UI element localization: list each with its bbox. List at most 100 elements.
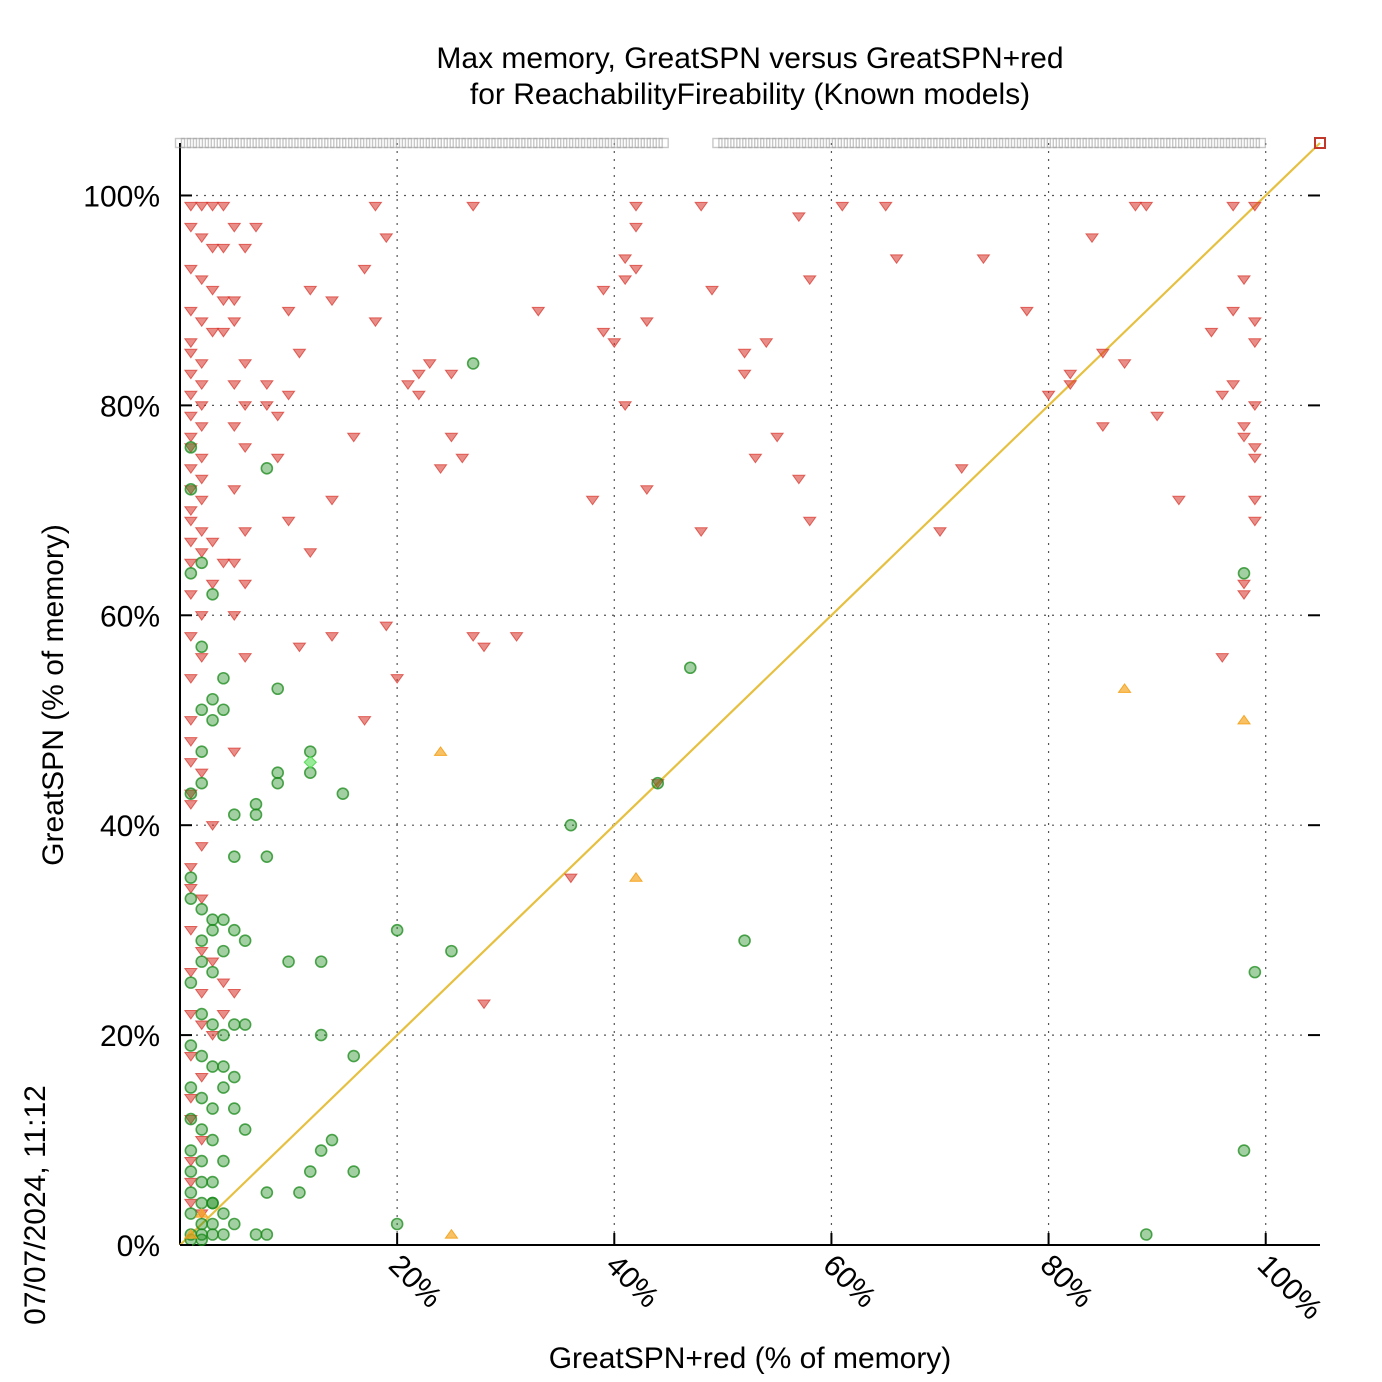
data-point-triangle-down (194, 894, 209, 905)
overflow-square (760, 137, 771, 149)
data-point-triangle-down (379, 233, 394, 244)
overflow-square (371, 137, 383, 149)
overflow-square (658, 137, 669, 149)
data-point-triangle-down (216, 978, 231, 989)
data-point-triangle-down (596, 327, 611, 338)
data-point-circle (206, 692, 219, 706)
data-point-circle (314, 1144, 328, 1157)
overflow-square (622, 137, 634, 149)
overflow-square (216, 137, 228, 149)
data-point-triangle-down (227, 989, 242, 999)
data-point-triangle-down (194, 422, 209, 433)
overflow-square (1249, 137, 1261, 149)
data-point-triangle-down (216, 558, 231, 569)
data-point-circle (206, 587, 219, 601)
data-point-circle (282, 955, 295, 968)
data-point-triangle-down (194, 842, 209, 852)
data-point-circle (195, 955, 209, 968)
data-point-circle (238, 1018, 252, 1031)
data-point-triangle-down (194, 1020, 209, 1031)
data-point-triangle-down (802, 275, 817, 286)
overflow-square (252, 137, 263, 149)
data-point-circle (184, 1165, 198, 1178)
data-point-triangle-down (1247, 516, 1262, 527)
data-point-triangle-down (205, 957, 220, 968)
overflow-square (712, 137, 723, 149)
data-point-circle (347, 1049, 361, 1063)
overflow-square (491, 137, 502, 149)
overflow-square (1189, 137, 1201, 149)
overflow-square (586, 137, 598, 149)
data-point-circle (260, 462, 274, 475)
data-point-circle (217, 944, 230, 958)
data-point-triangle-down (205, 243, 220, 254)
data-point-triangle-down (976, 254, 991, 265)
data-point-triangle-down (183, 506, 198, 516)
overflow-square (986, 137, 998, 149)
overflow-square (342, 137, 353, 149)
data-point-circle (271, 682, 285, 696)
overflow-square (479, 137, 490, 149)
overflow-square (867, 137, 878, 149)
data-point-circle (238, 934, 252, 947)
x-tick-label: 20% (382, 1249, 448, 1315)
y-tick-label: 60% (100, 600, 160, 633)
data-point-circle (238, 1123, 252, 1136)
data-point-triangle-down (1237, 275, 1251, 286)
axis-ticks: 20% 40% 60% 80% 100% 0% 20% 40% 60% 80% 100% (83, 180, 1328, 1326)
overflow-square (634, 137, 645, 149)
overflow-square (389, 137, 401, 149)
data-point-triangle-down (1095, 348, 1110, 359)
data-point-triangle-down (737, 348, 752, 359)
data-point-triangle-down (238, 243, 253, 254)
overflow-square (1172, 137, 1183, 149)
data-point-circle (260, 850, 274, 863)
data-point-circle (195, 1007, 209, 1021)
overflow-square (1070, 137, 1081, 149)
data-point-circle (195, 1175, 209, 1189)
data-point-triangle-down (194, 275, 209, 286)
overflow-square (855, 137, 866, 149)
overflow-square (449, 137, 460, 149)
data-point-triangle-down (183, 674, 198, 684)
data-point-circle (738, 934, 751, 947)
data-point-circle (249, 797, 263, 811)
data-point-triangle-down (770, 432, 785, 443)
overflow-square (1207, 137, 1219, 149)
data-point-triangle-down (422, 359, 437, 370)
data-point-triangle-down (194, 611, 209, 621)
overflow-marker-row (174, 137, 1267, 149)
data-point-triangle-down (227, 485, 242, 496)
data-point-triangle-up (194, 1207, 209, 1218)
overflow-square (246, 137, 257, 149)
data-point-triangle-down (368, 317, 383, 328)
data-point-circle (1139, 1228, 1153, 1241)
data-point-triangle-down (183, 716, 198, 726)
data-point-circle (227, 1018, 241, 1031)
data-point-triangle-down (1063, 380, 1078, 391)
data-point-triangle-down (1117, 359, 1132, 370)
data-point-triangle-down (216, 201, 231, 212)
overflow-square (843, 137, 854, 149)
overflow-square (1243, 137, 1255, 149)
data-point-circle (206, 1175, 219, 1189)
data-point-circle (303, 1165, 317, 1178)
data-point-triangle-down (1247, 453, 1262, 464)
data-point-circle (195, 776, 209, 790)
data-point-circle (184, 976, 198, 989)
data-point-triangle-down (183, 201, 198, 212)
data-point-triangle-down (325, 632, 339, 642)
overflow-square (915, 137, 926, 149)
data-point-triangle-down (270, 453, 285, 464)
data-point-triangle-down (477, 999, 491, 1010)
data-point-triangle-down (629, 222, 643, 233)
data-point-circle (651, 776, 665, 790)
x-tick-label: 100% (1251, 1249, 1329, 1327)
data-point-triangle-down (1139, 201, 1154, 212)
data-point-circle (195, 745, 209, 759)
data-point-triangle-down (194, 233, 209, 244)
data-point-triangle-down (183, 348, 198, 359)
data-point-triangle-down (1019, 306, 1034, 317)
